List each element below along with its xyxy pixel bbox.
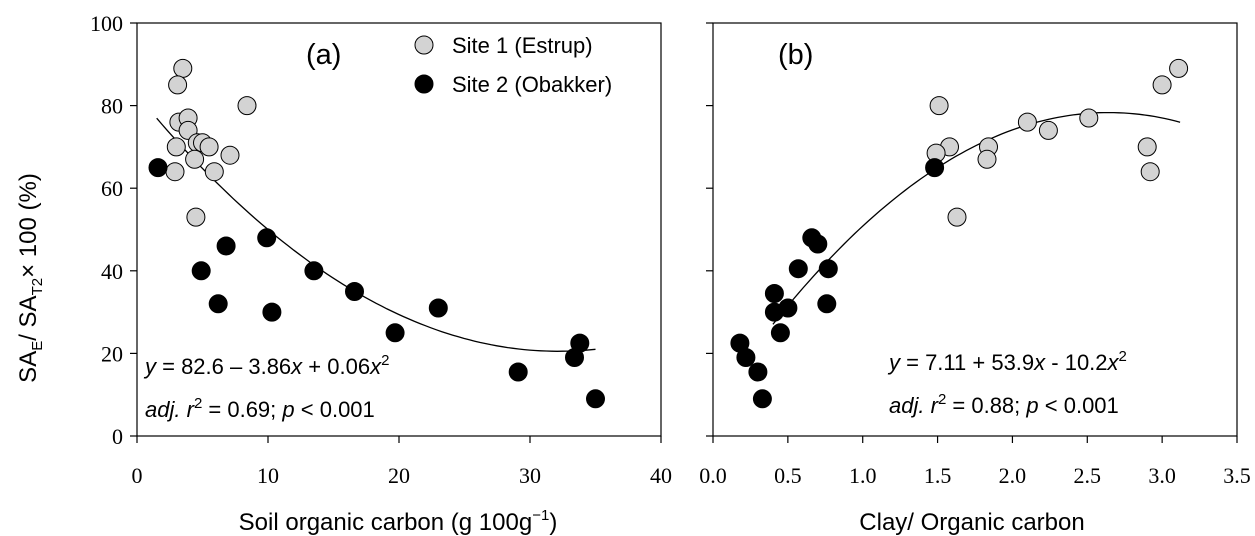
point-site2 — [764, 302, 784, 322]
panel-a-x-axis-label: Soil organic carbon (g 100g−1) — [239, 507, 558, 536]
legend-label-site2: Site 2 (Obakker) — [452, 72, 612, 97]
x-tick-label: 3.0 — [1148, 463, 1176, 488]
point-site1 — [237, 96, 257, 116]
point-site2 — [216, 236, 236, 256]
panel-a: 0 10 20 30 40 0 20 40 60 80 100 (a) Site 1 (Estrup… — [90, 11, 672, 536]
panel-b-points — [730, 58, 1189, 409]
point-site2 — [788, 259, 808, 279]
point-site1 — [186, 207, 206, 227]
y-tick-label: 20 — [101, 341, 123, 366]
panel-a-fit-curve — [156, 117, 596, 352]
point-site2 — [385, 323, 405, 343]
y-tick-label: 40 — [101, 259, 123, 284]
panel-a-equation: y = 82.6 – 3.86x + 0.06x2 — [143, 352, 389, 379]
point-site1 — [1079, 108, 1099, 128]
panel-b-x-axis-label: Clay/ Organic carbon — [859, 509, 1084, 536]
panel-a-label: (a) — [306, 39, 341, 71]
x-tick-label: 40 — [650, 463, 672, 488]
point-site2 — [925, 158, 945, 178]
point-site2 — [565, 348, 584, 367]
panel-b-ticks: 0.0 0.5 1.0 1.5 2.0 2.5 3.0 3.5 — [699, 22, 1251, 488]
x-tick-label: 2.5 — [1074, 463, 1102, 488]
fit-line — [772, 111, 1181, 325]
point-site2 — [262, 302, 282, 322]
y-axis-label: SAE/ SAT2× 100 (%) — [15, 173, 46, 383]
y-tick-label: 80 — [101, 94, 123, 119]
point-site1 — [1137, 137, 1157, 157]
point-site1 — [165, 162, 185, 182]
point-site1 — [204, 162, 224, 182]
point-site2 — [191, 261, 211, 281]
point-site2 — [808, 234, 828, 254]
x-tick-label: 0 — [132, 463, 143, 488]
point-site2 — [748, 362, 768, 382]
x-tick-label: 20 — [388, 463, 410, 488]
panel-b-fit-curve — [772, 111, 1181, 325]
point-site1 — [1140, 162, 1160, 182]
point-site1 — [220, 145, 240, 165]
point-site2 — [817, 294, 837, 314]
point-site2 — [345, 282, 364, 301]
point-site1 — [1038, 120, 1058, 140]
point-site1 — [173, 58, 193, 78]
point-site1 — [947, 207, 967, 227]
panel-b-equation: y = 7.11 + 53.9x - 10.2x2 — [887, 348, 1127, 375]
legend: Site 1 (Estrup) Site 2 (Obakker) — [414, 33, 612, 97]
point-site1 — [199, 137, 219, 157]
point-site2 — [818, 259, 838, 279]
x-tick-label: 1.0 — [849, 463, 877, 488]
legend-marker-site2 — [414, 74, 434, 94]
point-site2 — [736, 348, 756, 367]
x-tick-label: 2.0 — [999, 463, 1027, 488]
point-site2 — [208, 294, 228, 314]
x-tick-label: 10 — [257, 463, 279, 488]
point-site1 — [1152, 75, 1172, 95]
point-site2 — [428, 298, 448, 318]
point-site1 — [185, 149, 205, 169]
point-site1 — [977, 149, 997, 169]
panel-b: 0.0 0.5 1.0 1.5 2.0 2.5 3.0 3.5 (b) y = 7.11 + … — [699, 22, 1251, 536]
panel-b-frame — [712, 22, 1238, 437]
point-site1 — [1169, 58, 1189, 78]
point-site1 — [929, 96, 949, 116]
x-tick-label: 30 — [519, 463, 541, 488]
point-site2 — [304, 261, 324, 281]
x-tick-label: 0.5 — [774, 463, 802, 488]
point-site2 — [586, 389, 605, 409]
y-tick-label: 60 — [101, 176, 123, 201]
legend-marker-site1 — [414, 35, 434, 55]
x-tick-label: 0.0 — [699, 463, 727, 488]
panel-b-label: (b) — [778, 39, 813, 71]
panel-b-stats: adj. r2 = 0.88; p < 0.001 — [889, 391, 1119, 418]
point-site2 — [764, 284, 784, 303]
panel-a-ticks: 0 10 20 30 40 0 20 40 60 80 100 — [90, 11, 672, 488]
y-tick-label: 100 — [90, 11, 123, 36]
point-site2 — [257, 228, 277, 248]
point-site2 — [508, 362, 528, 382]
panel-a-stats: adj. r2 = 0.69; p < 0.001 — [145, 395, 375, 422]
legend-label-site1: Site 1 (Estrup) — [452, 33, 593, 58]
point-site2 — [770, 323, 790, 343]
point-site1 — [168, 75, 188, 95]
panel-a-points — [148, 58, 605, 409]
x-tick-label: 3.5 — [1223, 463, 1251, 488]
point-site1 — [1017, 112, 1037, 132]
x-tick-label: 1.5 — [924, 463, 952, 488]
point-site2 — [148, 158, 168, 178]
point-site1 — [166, 137, 186, 157]
y-tick-label: 0 — [112, 424, 123, 449]
fit-line — [156, 117, 596, 352]
point-site2 — [752, 389, 772, 409]
